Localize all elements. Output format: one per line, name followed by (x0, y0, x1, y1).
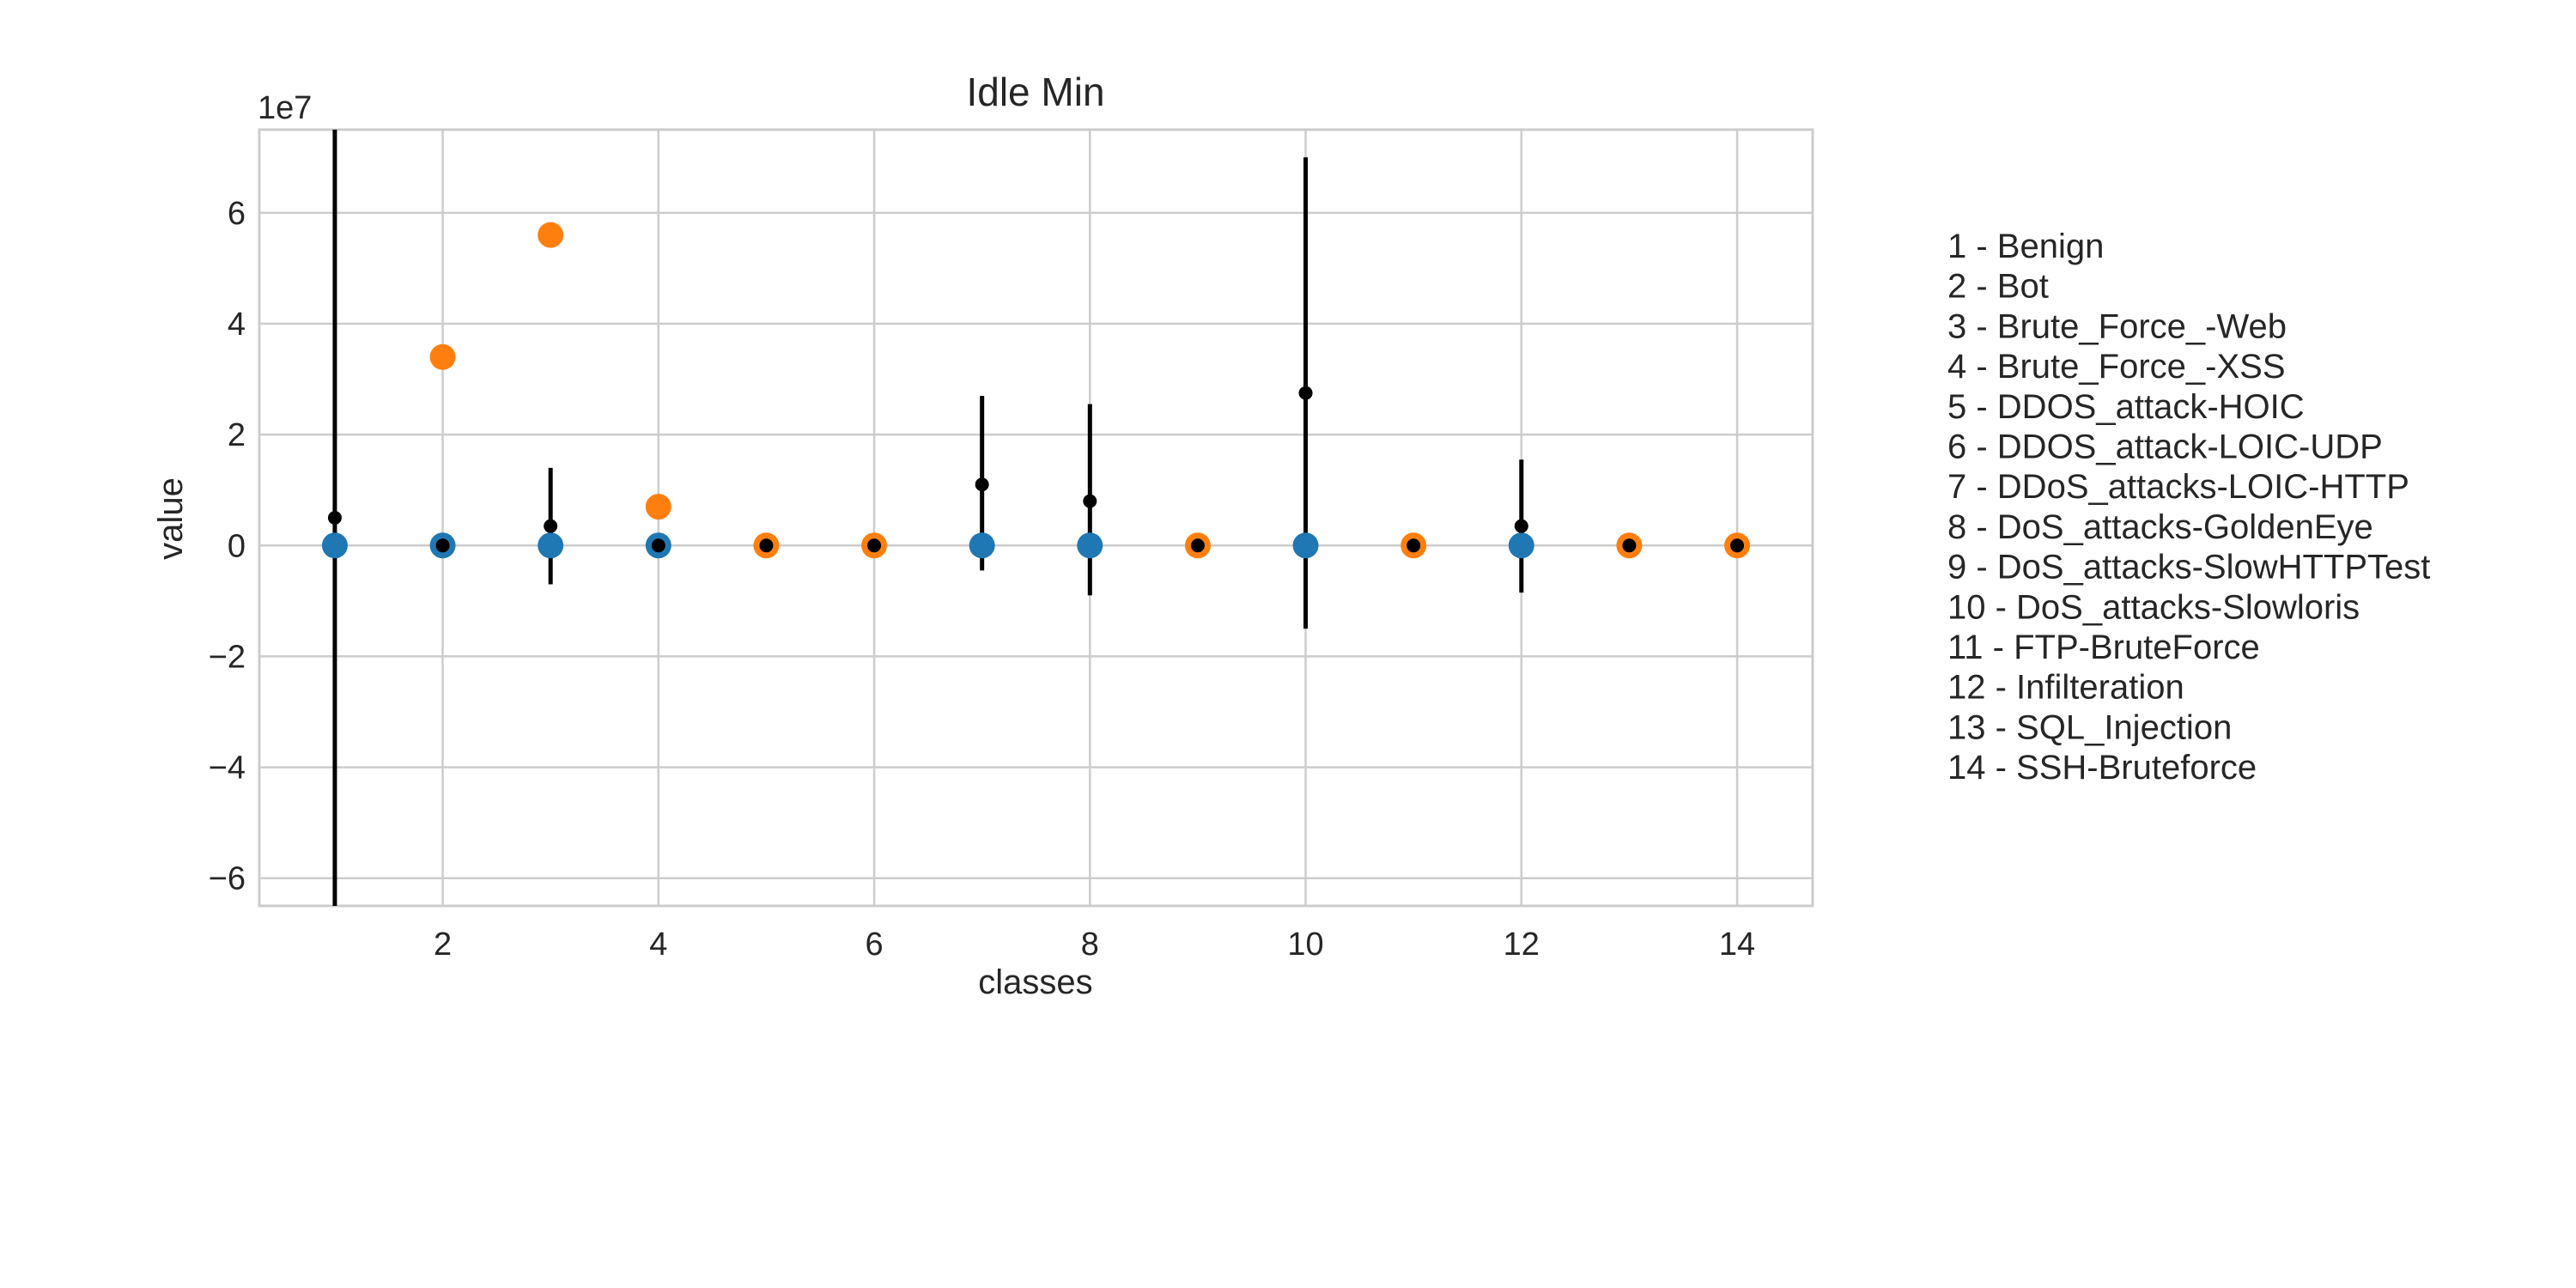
mean-point (1298, 386, 1313, 400)
data-point-blue (1077, 532, 1103, 559)
legend-item: 1 - Benign (1947, 228, 2104, 265)
x-tick-label: 8 (1081, 927, 1099, 963)
mean-point (867, 538, 882, 553)
legend-item: 4 - Brute_Force_-XSS (1947, 348, 2286, 386)
legend-item: 9 - DoS_attacks-SlowHTTPTest (1947, 549, 2430, 586)
y-tick-label: 6 (228, 196, 246, 232)
error-bars (332, 130, 1524, 906)
x-axis-title: classes (978, 963, 1092, 1001)
mean-point (435, 538, 450, 553)
x-tick-label: 2 (434, 927, 452, 963)
y-tick-label: 0 (228, 528, 246, 564)
mean-point (1622, 538, 1637, 553)
y-axis: −6 −4 −2 0 2 4 6 (209, 196, 246, 897)
mean-point (1730, 538, 1745, 553)
x-axis: 2 4 6 8 10 12 14 (434, 927, 1755, 963)
data-point-orange (645, 494, 671, 520)
y-tick-label: −2 (209, 639, 246, 675)
mean-point (1514, 519, 1528, 533)
legend-item: 6 - DDOS_attack-LOIC-UDP (1947, 428, 2383, 466)
grid (259, 130, 1813, 906)
mean-point (1190, 538, 1205, 553)
data-point-blue (1508, 532, 1534, 559)
plot-area-frame (258, 128, 1814, 908)
y-tick-label: 4 (228, 307, 246, 343)
x-tick-label: 12 (1504, 927, 1540, 963)
data-point-blue (321, 532, 348, 559)
y-tick-label: 2 (228, 417, 246, 453)
mean-point (327, 511, 342, 525)
y-axis-offset-label: 1e7 (258, 90, 312, 126)
legend-item: 8 - DoS_attacks-GoldenEye (1947, 508, 2373, 546)
data-point-blue (1292, 532, 1319, 559)
data-point-blue (538, 532, 564, 559)
legend-item: 12 - Infilteration (1947, 669, 2184, 707)
legend-item: 10 - DoS_attacks-Slowloris (1947, 588, 2360, 626)
legend-item: 5 - DDOS_attack-HOIC (1947, 388, 2305, 426)
legend-item: 13 - SQL_Injection (1947, 708, 2232, 746)
legend-item: 14 - SSH-Bruteforce (1947, 749, 2257, 787)
mean-point (1083, 494, 1097, 508)
mean-point (1406, 538, 1421, 553)
x-tick-label: 10 (1287, 927, 1323, 963)
data-point-orange (538, 222, 564, 248)
chart-title: Idle Min (966, 70, 1104, 114)
x-tick-label: 4 (649, 927, 667, 963)
x-tick-label: 6 (865, 927, 883, 963)
y-axis-title: value (152, 477, 190, 560)
data-point-orange (429, 343, 456, 370)
data-points (321, 222, 1751, 559)
mean-point (759, 538, 774, 553)
legend-item: 7 - DDoS_attacks-LOIC-HTTP (1947, 468, 2409, 506)
legend-item: 3 - Brute_Force_-Web (1947, 307, 2287, 345)
data-point-blue (969, 532, 995, 559)
mean-points (327, 386, 1745, 553)
legend-item: 2 - Bot (1947, 268, 2049, 306)
mean-point (544, 519, 558, 533)
mean-point (651, 538, 665, 553)
x-tick-label: 14 (1719, 927, 1755, 963)
y-tick-label: −4 (209, 750, 246, 787)
y-tick-label: −6 (209, 861, 246, 897)
legend-item: 11 - FTP-BruteForce (1947, 629, 2260, 666)
mean-point (975, 477, 989, 492)
